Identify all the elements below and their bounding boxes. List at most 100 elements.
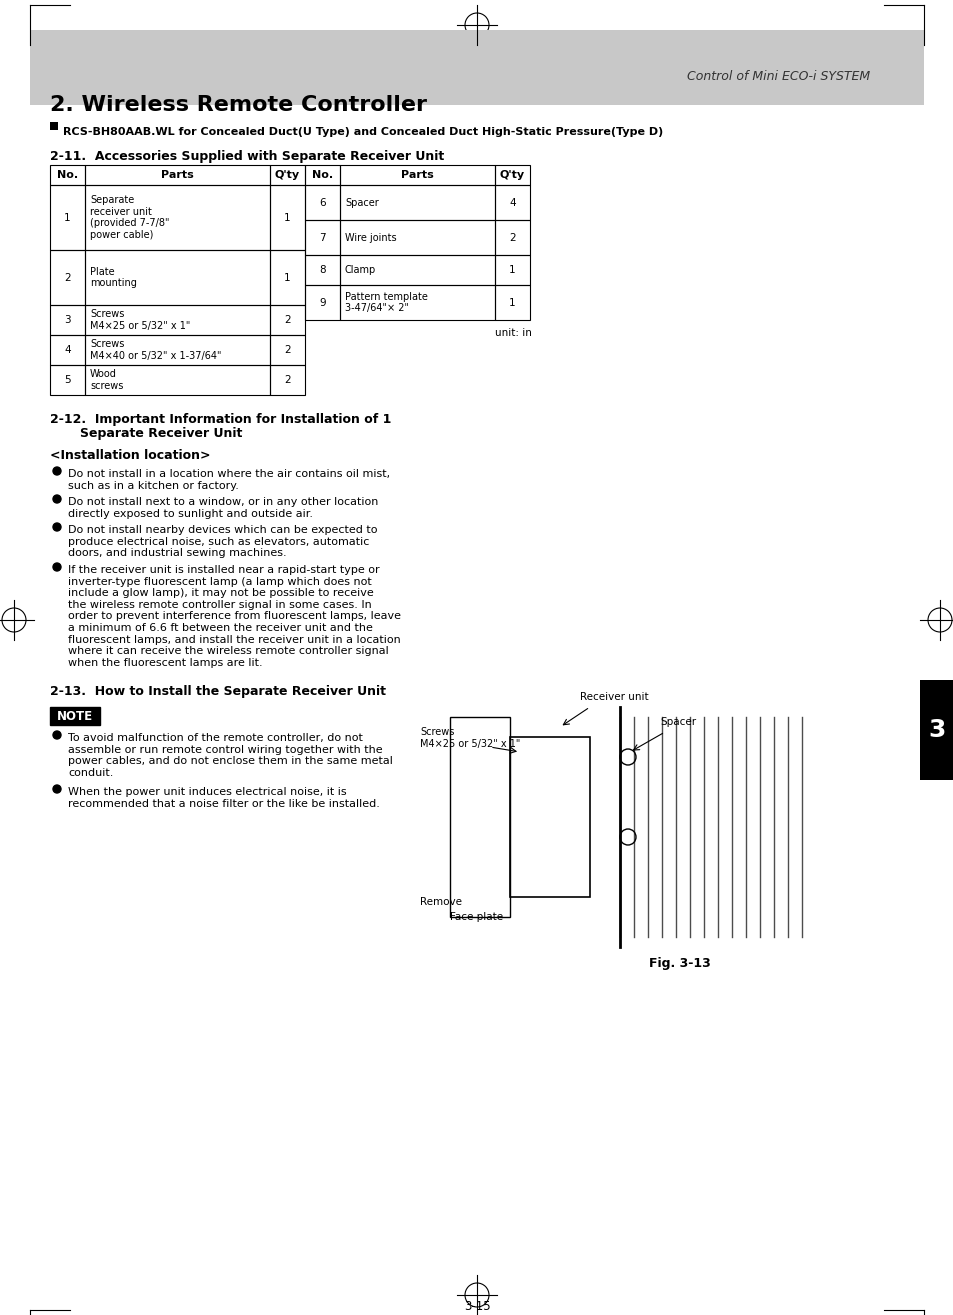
Text: 2. Wireless Remote Controller: 2. Wireless Remote Controller bbox=[50, 95, 427, 114]
Bar bbox=[339, 185, 495, 220]
Bar bbox=[495, 255, 530, 285]
Bar bbox=[85, 185, 270, 250]
Text: 9: 9 bbox=[319, 297, 326, 308]
Bar bbox=[339, 255, 495, 285]
Text: NOTE: NOTE bbox=[57, 710, 93, 722]
Circle shape bbox=[53, 785, 61, 793]
Bar bbox=[495, 185, 530, 220]
Bar bbox=[50, 335, 85, 366]
Bar bbox=[85, 250, 270, 305]
Text: RCS-BH80AAB.WL for Concealed Duct(U Type) and Concealed Duct High-Static Pressur: RCS-BH80AAB.WL for Concealed Duct(U Type… bbox=[63, 128, 662, 137]
Text: Q'ty: Q'ty bbox=[274, 170, 300, 180]
Bar bbox=[270, 305, 305, 335]
Bar bbox=[270, 366, 305, 394]
Text: 3: 3 bbox=[927, 718, 944, 742]
Bar bbox=[85, 164, 270, 185]
Text: 2: 2 bbox=[509, 233, 516, 242]
Text: If the receiver unit is installed near a rapid-start type or
inverter-type fluor: If the receiver unit is installed near a… bbox=[68, 565, 400, 668]
Text: 2-11.  Accessories Supplied with Separate Receiver Unit: 2-11. Accessories Supplied with Separate… bbox=[50, 150, 444, 163]
Text: Spacer: Spacer bbox=[345, 197, 378, 208]
Circle shape bbox=[53, 467, 61, 475]
Bar bbox=[510, 736, 589, 897]
Text: Wood
screws: Wood screws bbox=[90, 370, 123, 391]
Text: Plate
mounting: Plate mounting bbox=[90, 267, 136, 288]
Text: unit: in: unit: in bbox=[495, 327, 532, 338]
Text: Spacer: Spacer bbox=[659, 717, 696, 727]
Bar bbox=[50, 185, 85, 250]
Text: 4: 4 bbox=[509, 197, 516, 208]
Text: Screws
M4×25 or 5/32" x 1": Screws M4×25 or 5/32" x 1" bbox=[90, 309, 191, 331]
Bar bbox=[270, 164, 305, 185]
Text: Do not install next to a window, or in any other location
directly exposed to su: Do not install next to a window, or in a… bbox=[68, 497, 378, 518]
Bar bbox=[270, 335, 305, 366]
Text: 1: 1 bbox=[509, 266, 516, 275]
Text: 2: 2 bbox=[284, 316, 291, 325]
Text: When the power unit induces electrical noise, it is
recommended that a noise fil: When the power unit induces electrical n… bbox=[68, 786, 379, 809]
Text: 4: 4 bbox=[64, 345, 71, 355]
Bar bbox=[50, 250, 85, 305]
Text: No.: No. bbox=[312, 170, 333, 180]
Bar bbox=[50, 122, 58, 130]
Text: 5: 5 bbox=[64, 375, 71, 385]
Circle shape bbox=[53, 563, 61, 571]
Text: 1: 1 bbox=[284, 213, 291, 222]
Text: Pattern template
3-47/64"× 2": Pattern template 3-47/64"× 2" bbox=[345, 292, 428, 313]
Text: Control of Mini ECO-i SYSTEM: Control of Mini ECO-i SYSTEM bbox=[686, 70, 869, 83]
Text: 2-12.  Important Information for Installation of 1: 2-12. Important Information for Installa… bbox=[50, 413, 391, 426]
Bar bbox=[305, 164, 339, 185]
Text: 2: 2 bbox=[284, 345, 291, 355]
Text: Do not install in a location where the air contains oil mist,
such as in a kitch: Do not install in a location where the a… bbox=[68, 469, 390, 490]
Bar bbox=[305, 220, 339, 255]
Text: 1: 1 bbox=[64, 213, 71, 222]
Text: Q'ty: Q'ty bbox=[499, 170, 524, 180]
Bar bbox=[450, 717, 510, 917]
Bar bbox=[339, 285, 495, 320]
Text: Separate
receiver unit
(provided 7-7/8"
power cable): Separate receiver unit (provided 7-7/8" … bbox=[90, 195, 170, 239]
Text: 1: 1 bbox=[509, 297, 516, 308]
Text: Remove: Remove bbox=[419, 897, 461, 907]
Circle shape bbox=[53, 523, 61, 531]
Bar bbox=[495, 285, 530, 320]
Text: 2: 2 bbox=[64, 272, 71, 283]
Bar bbox=[85, 366, 270, 394]
Bar bbox=[305, 185, 339, 220]
Bar bbox=[85, 305, 270, 335]
Bar bbox=[270, 185, 305, 250]
Bar bbox=[339, 164, 495, 185]
Text: Screws
M4×25 or 5/32" x 1": Screws M4×25 or 5/32" x 1" bbox=[419, 727, 519, 748]
Circle shape bbox=[53, 494, 61, 504]
Text: Parts: Parts bbox=[400, 170, 434, 180]
Text: Clamp: Clamp bbox=[345, 266, 375, 275]
Text: 6: 6 bbox=[319, 197, 326, 208]
Text: Parts: Parts bbox=[161, 170, 193, 180]
Text: Receiver unit: Receiver unit bbox=[579, 692, 648, 702]
Text: 7: 7 bbox=[319, 233, 326, 242]
Text: To avoid malfunction of the remote controller, do not
assemble or run remote con: To avoid malfunction of the remote contr… bbox=[68, 732, 393, 777]
Bar bbox=[495, 164, 530, 185]
Bar bbox=[270, 250, 305, 305]
Bar bbox=[30, 30, 923, 105]
Text: 2: 2 bbox=[284, 375, 291, 385]
Text: 3-15: 3-15 bbox=[463, 1301, 490, 1312]
Text: Wire joints: Wire joints bbox=[345, 233, 396, 242]
Text: 3: 3 bbox=[64, 316, 71, 325]
Bar bbox=[919, 680, 953, 780]
Text: Separate Receiver Unit: Separate Receiver Unit bbox=[80, 427, 242, 441]
Text: <Installation location>: <Installation location> bbox=[50, 448, 211, 462]
Text: 1: 1 bbox=[284, 272, 291, 283]
Bar bbox=[50, 707, 100, 725]
Bar bbox=[305, 255, 339, 285]
Text: 2-13.  How to Install the Separate Receiver Unit: 2-13. How to Install the Separate Receiv… bbox=[50, 685, 386, 698]
Text: No.: No. bbox=[57, 170, 78, 180]
Bar bbox=[339, 220, 495, 255]
Text: 8: 8 bbox=[319, 266, 326, 275]
Bar bbox=[50, 164, 85, 185]
Bar bbox=[50, 305, 85, 335]
Bar bbox=[495, 220, 530, 255]
Text: Screws
M4×40 or 5/32" x 1-37/64": Screws M4×40 or 5/32" x 1-37/64" bbox=[90, 339, 221, 360]
Bar bbox=[305, 285, 339, 320]
Circle shape bbox=[53, 731, 61, 739]
Text: Face plate: Face plate bbox=[450, 913, 502, 922]
Text: Fig. 3-13: Fig. 3-13 bbox=[648, 957, 710, 970]
Bar bbox=[50, 366, 85, 394]
